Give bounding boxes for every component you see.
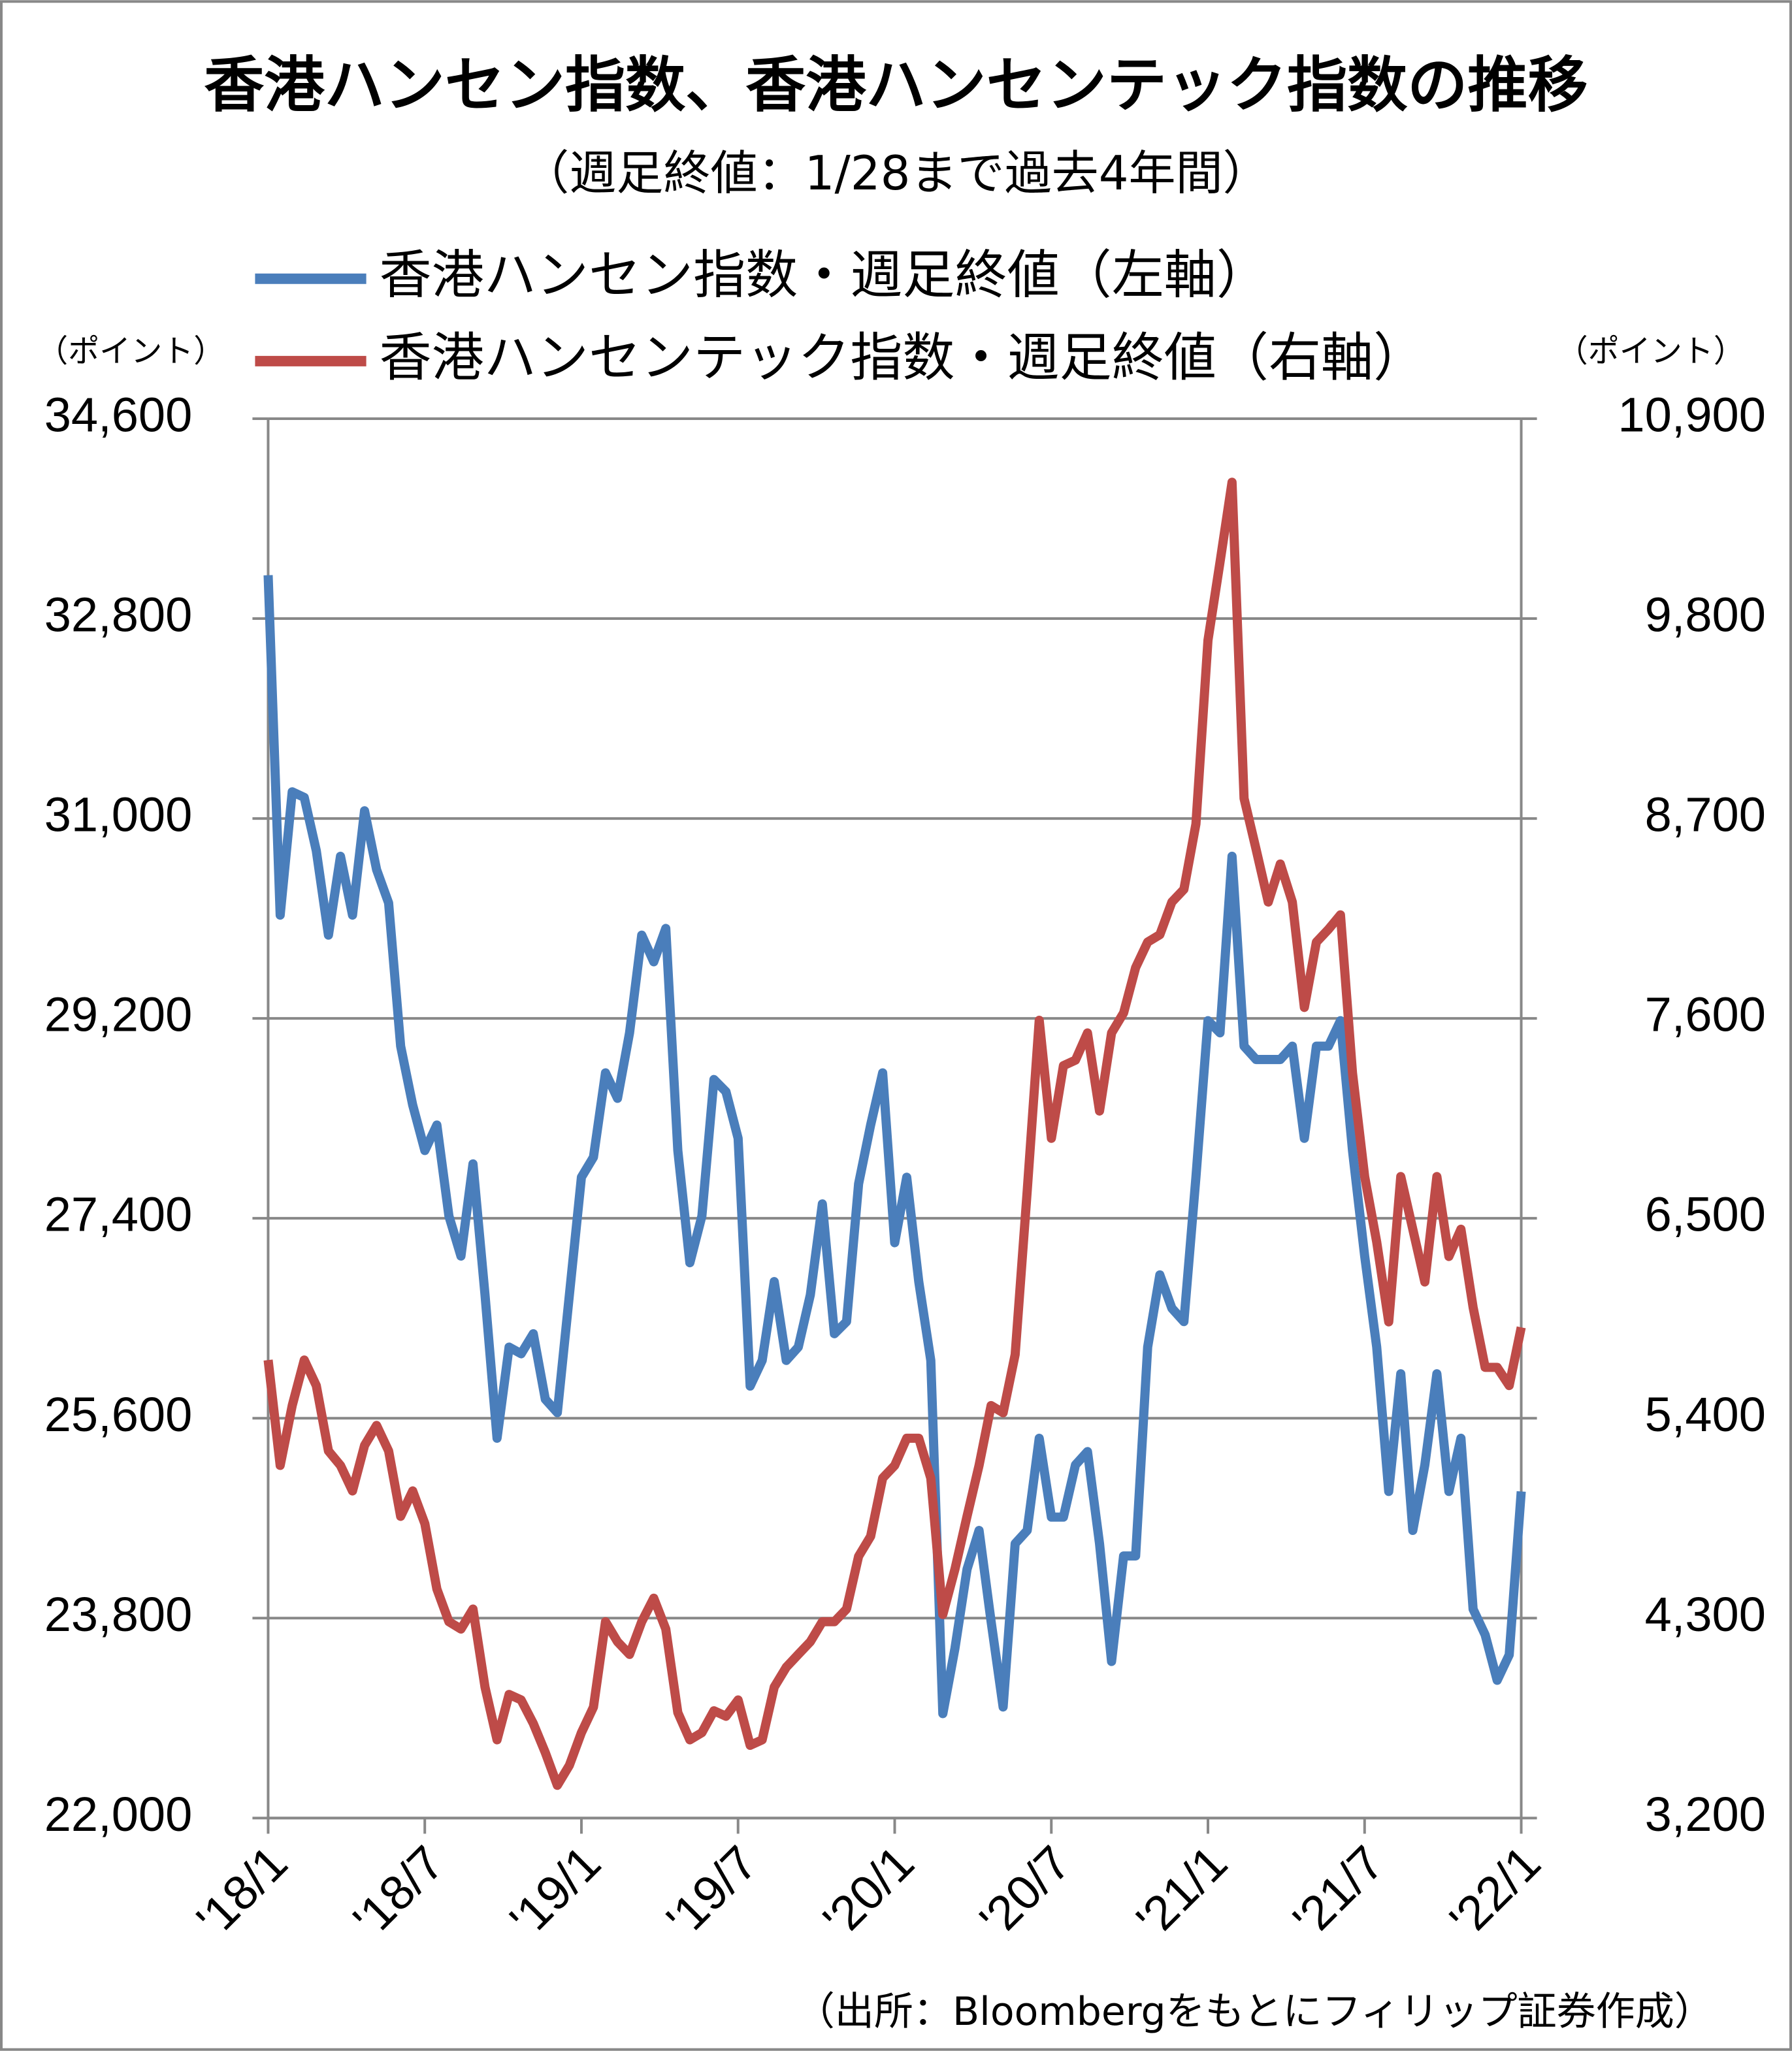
chart-title: 香港ハンセン指数、香港ハンセンテック指数の推移 — [204, 50, 1588, 120]
source-note: （出所：Bloombergをもとにフィリップ証券作成） — [796, 1989, 1714, 2035]
y-tick-label: 25,600 — [44, 1387, 193, 1442]
y-tick-label: 31,000 — [44, 788, 193, 842]
y-axis-label: （ポイント） — [37, 333, 225, 370]
y2-tick-label: 4,300 — [1645, 1587, 1766, 1641]
y2-axis-label: （ポイント） — [1557, 333, 1745, 370]
legend-label: 香港ハンセンテック指数・週足終値（右軸） — [380, 327, 1426, 388]
y2-tick-label: 3,200 — [1645, 1787, 1766, 1841]
series-line — [263, 575, 1526, 1719]
y-tick-label: 23,800 — [44, 1587, 193, 1641]
y-tick-label: 29,200 — [44, 988, 193, 1042]
y2-tick-label: 6,500 — [1645, 1187, 1766, 1242]
chart-subtitle: （週足終値：1/28まで過去4年間） — [522, 146, 1270, 201]
y-tick-label: 34,600 — [44, 388, 193, 442]
legend-label: 香港ハンセン指数・週足終値（左軸） — [380, 245, 1269, 306]
y2-tick-label: 7,600 — [1645, 988, 1766, 1042]
y-tick-label: 32,800 — [44, 588, 193, 642]
y-tick-label: 22,000 — [44, 1787, 193, 1841]
y2-tick-label: 8,700 — [1645, 788, 1766, 842]
y2-tick-label: 10,900 — [1618, 388, 1766, 442]
y2-tick-label: 9,800 — [1645, 588, 1766, 642]
y-tick-label: 27,400 — [44, 1187, 193, 1242]
y2-tick-label: 5,400 — [1645, 1387, 1766, 1442]
series-line — [263, 477, 1526, 1790]
